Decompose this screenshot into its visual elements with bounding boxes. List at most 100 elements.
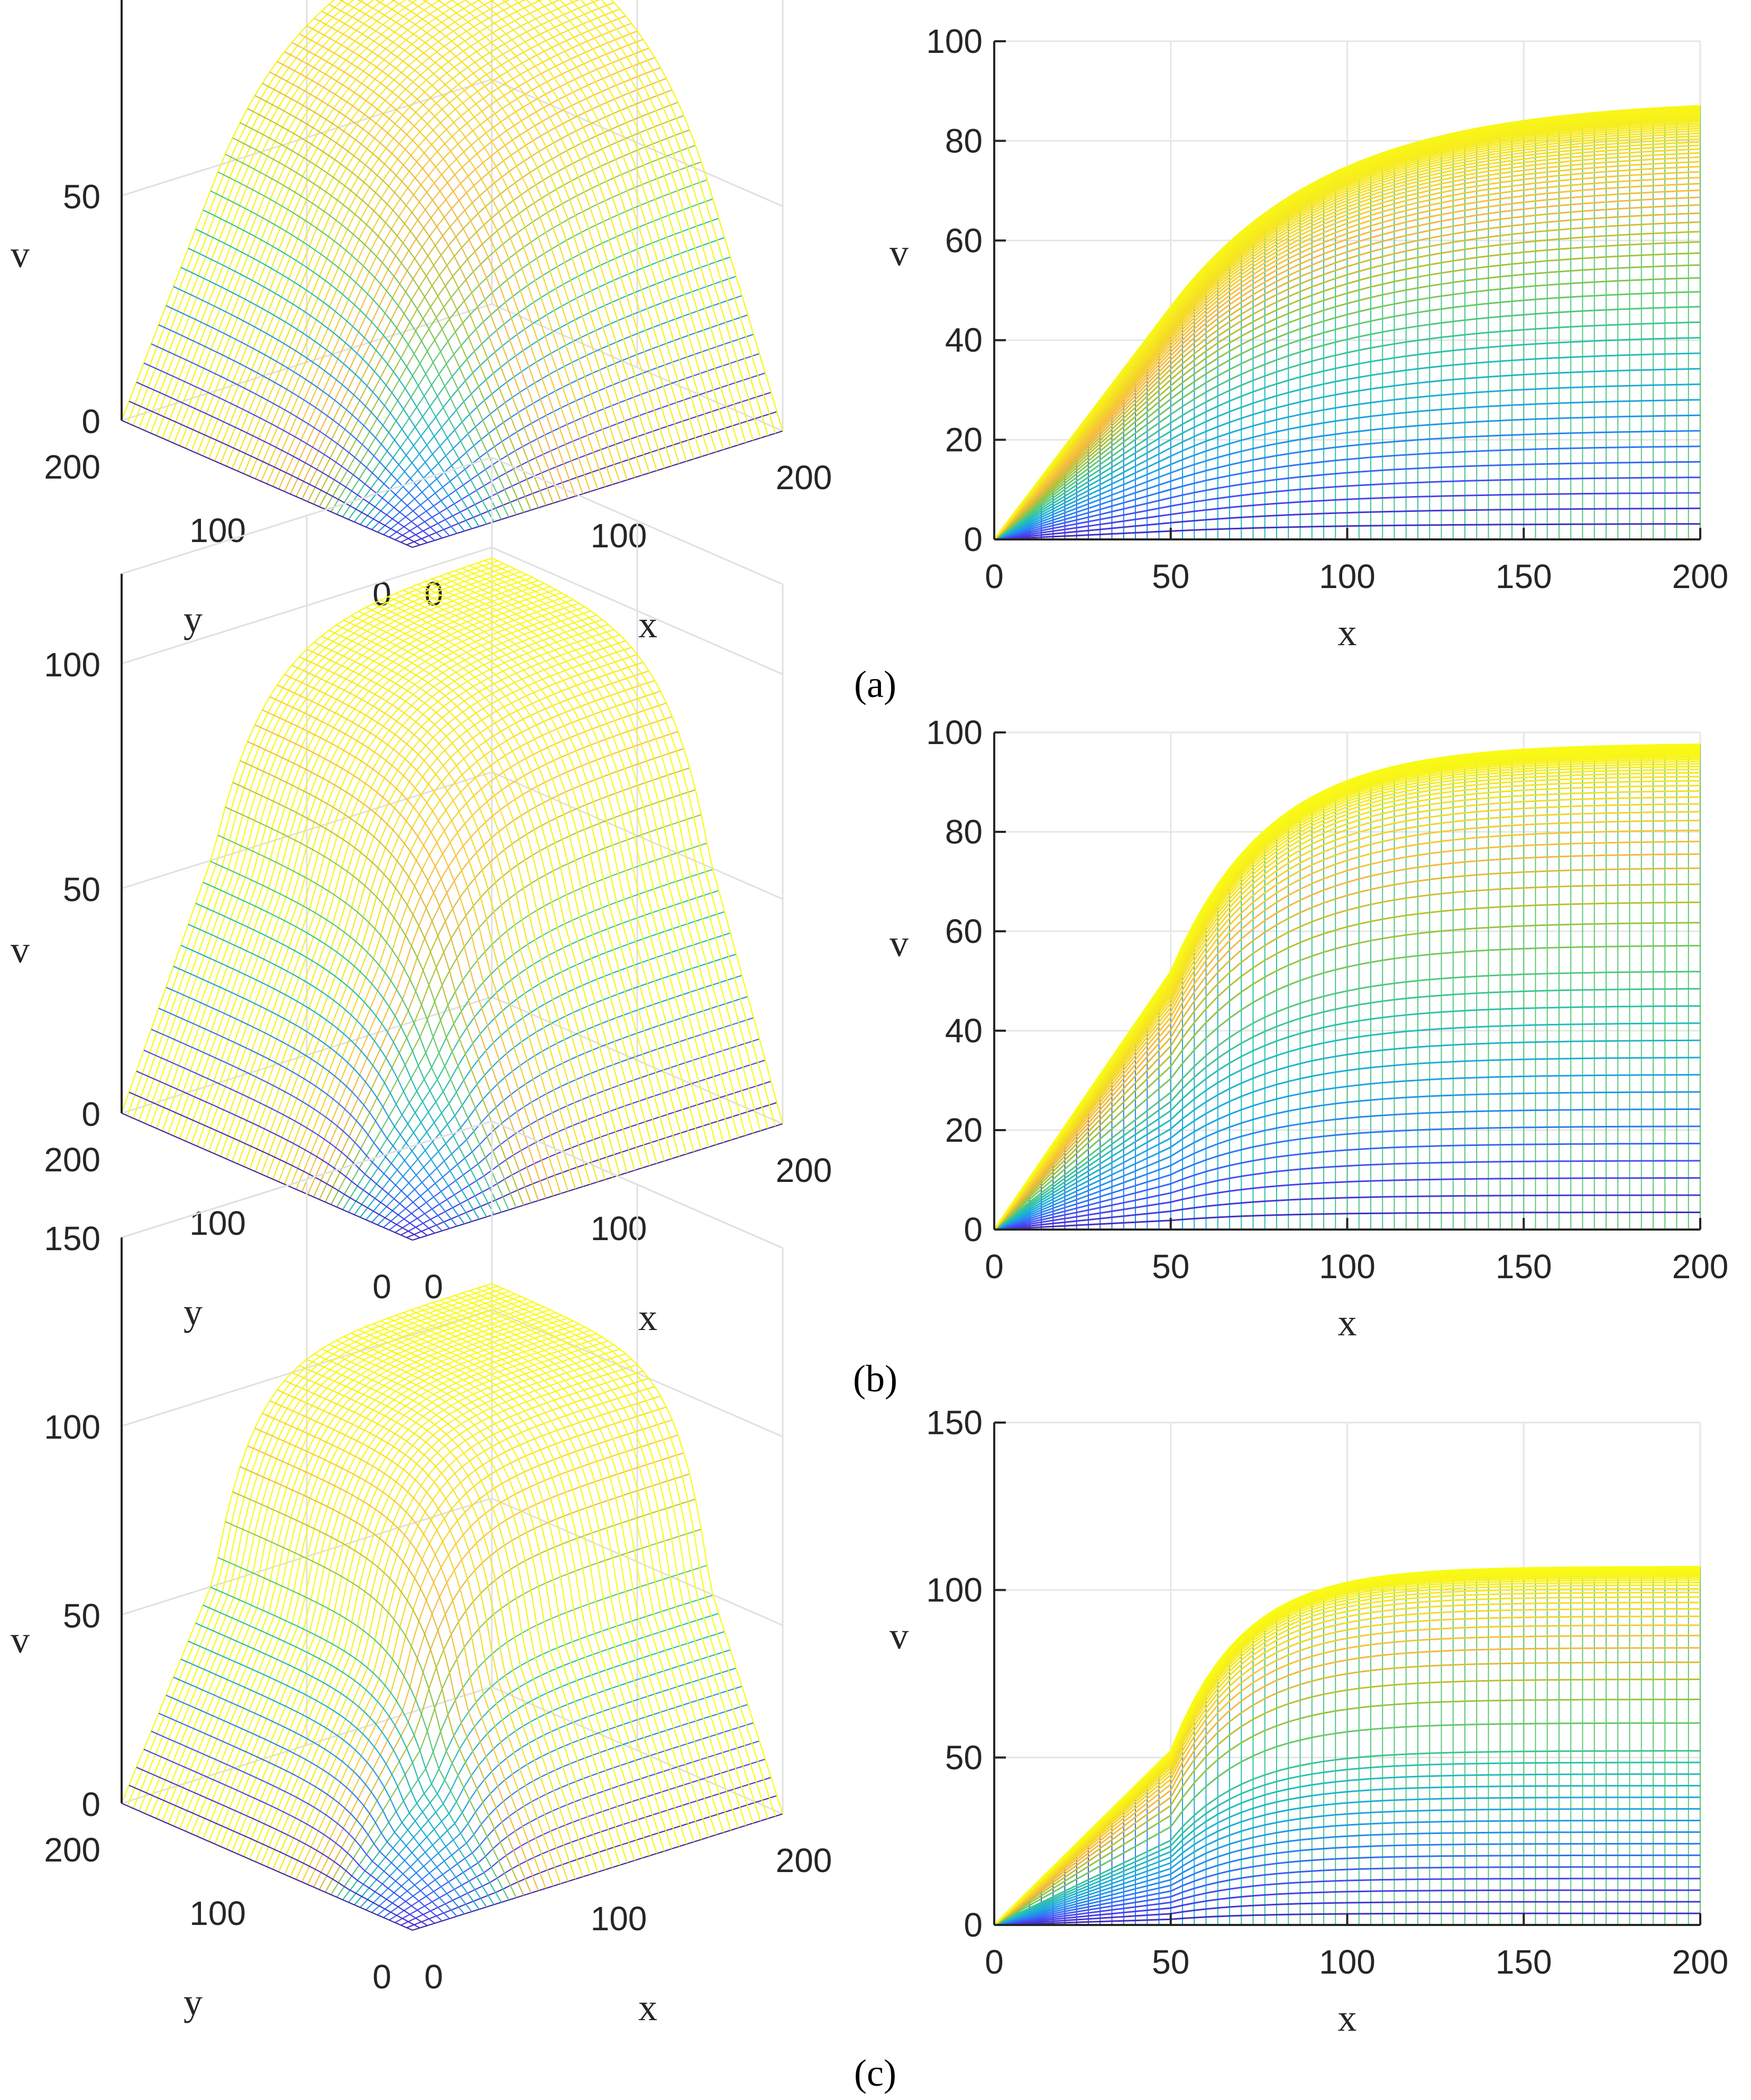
series-line [993,820,1701,1230]
mesh-line-y [325,789,696,1203]
mesh-line-x [121,419,413,548]
series-line [994,523,1700,540]
mesh-line-x [306,1359,599,1873]
mesh-line-x [143,1748,435,1924]
mesh-line-x [225,153,517,515]
mesh-line-x [462,1292,754,1823]
mesh-line-x [277,684,569,1191]
mesh-line-y [301,716,673,1193]
mesh-line-x [395,593,687,1154]
z-axis-label: v [11,929,30,971]
y-tick-label: 100 [189,1204,246,1242]
mesh-line-y [173,1306,545,1827]
mesh-line-x [439,575,732,1141]
series-line [994,1866,1700,1926]
mesh-line-x [203,1604,494,1905]
series-line [994,291,1701,540]
series-line [993,221,1701,540]
series-line [994,1820,1700,1926]
mesh-line-x [525,0,725,450]
series-line [993,785,1701,1230]
mesh-line-x [210,1587,502,1903]
mesh-line-x [365,607,658,1164]
mesh-line-x [454,1295,747,1826]
series-line [993,853,1701,1230]
mesh-line-x [254,724,547,1199]
mesh-line-x [321,635,613,1178]
mesh-line-y [126,0,345,424]
x-tick-label: 0 [985,1943,1004,1981]
mesh-line-x [422,0,665,469]
mesh-line-x [166,305,457,534]
series-line [994,1057,1701,1231]
x-tick-label: 200 [776,1841,832,1879]
line-chart-1: 0 50 100 150 200 0 20 40 60 80 100 x v [890,713,1728,1344]
x-axis-label: x [1338,611,1357,654]
mesh-line-x [464,0,687,462]
series-line [993,156,1701,540]
mesh-line-x [180,267,472,529]
mesh-line-x [447,573,739,1138]
mesh-line-x [232,782,525,1206]
mesh-line-x [336,1340,628,1863]
mesh-line-x [240,760,532,1203]
series-line [994,1661,1701,1926]
series-line [994,1074,1701,1231]
x-tick-label: 100 [591,1209,647,1248]
series-line [994,1785,1700,1926]
mesh-line-x [299,656,591,1185]
mesh-line-x [357,0,636,478]
series-line [994,1722,1701,1926]
z-axis-label: v [11,233,30,276]
series-line [994,476,1701,540]
mesh-line-x [358,611,650,1166]
mesh-line-x [321,1348,613,1868]
mesh-line-y [342,868,713,1210]
panel-label-b: (b) [853,1358,897,1400]
mesh-line-x [351,1332,643,1858]
y-tick-label: 0 [372,1268,391,1306]
series-line [994,944,1701,1231]
x-tick-label: 50 [1152,1943,1189,1981]
mesh-line-x [388,1317,680,1847]
mesh-line-x [328,1344,621,1866]
series-line [994,1762,1700,1926]
series-line [994,399,1701,540]
mesh-line-y [225,1333,597,1849]
mesh-line-x [314,641,606,1180]
mesh-line-x [407,0,658,471]
series-line [994,1091,1701,1231]
series-line [994,1831,1700,1926]
series-line [993,166,1701,540]
y-axis-label: y [184,1981,203,2023]
mesh-line-x [425,581,717,1145]
series-line [994,1877,1700,1926]
mesh-line-x [240,122,532,511]
mesh-line-x [195,228,487,525]
series-line [993,1591,1700,1926]
y-tick-label: 100 [189,1894,246,1932]
mesh-line-x [284,674,576,1189]
series-line [993,161,1701,540]
mesh-line-x [188,247,480,527]
z-tick-label: 150 [44,1219,100,1258]
mesh-line-x [173,286,465,531]
series-line [994,1142,1700,1231]
series-line [993,780,1701,1230]
mesh-line-x [328,4,621,483]
series-line [993,901,1701,1231]
mesh-line-x [262,82,554,503]
y-tick-label: 0 [372,1958,391,1996]
mesh-line-x [380,599,673,1159]
mesh-line-x [284,1380,576,1879]
series-line [994,1177,1701,1231]
series-line [994,1194,1700,1231]
mesh-line-x [410,586,702,1150]
x-tick-label: 200 [1672,1943,1729,1981]
mesh-line-x [180,944,472,1222]
mesh-line-x [240,1466,532,1894]
mesh-line-x [365,1326,658,1854]
x-axis-label: x [638,1986,657,2029]
mesh-line-y [389,1740,760,1921]
